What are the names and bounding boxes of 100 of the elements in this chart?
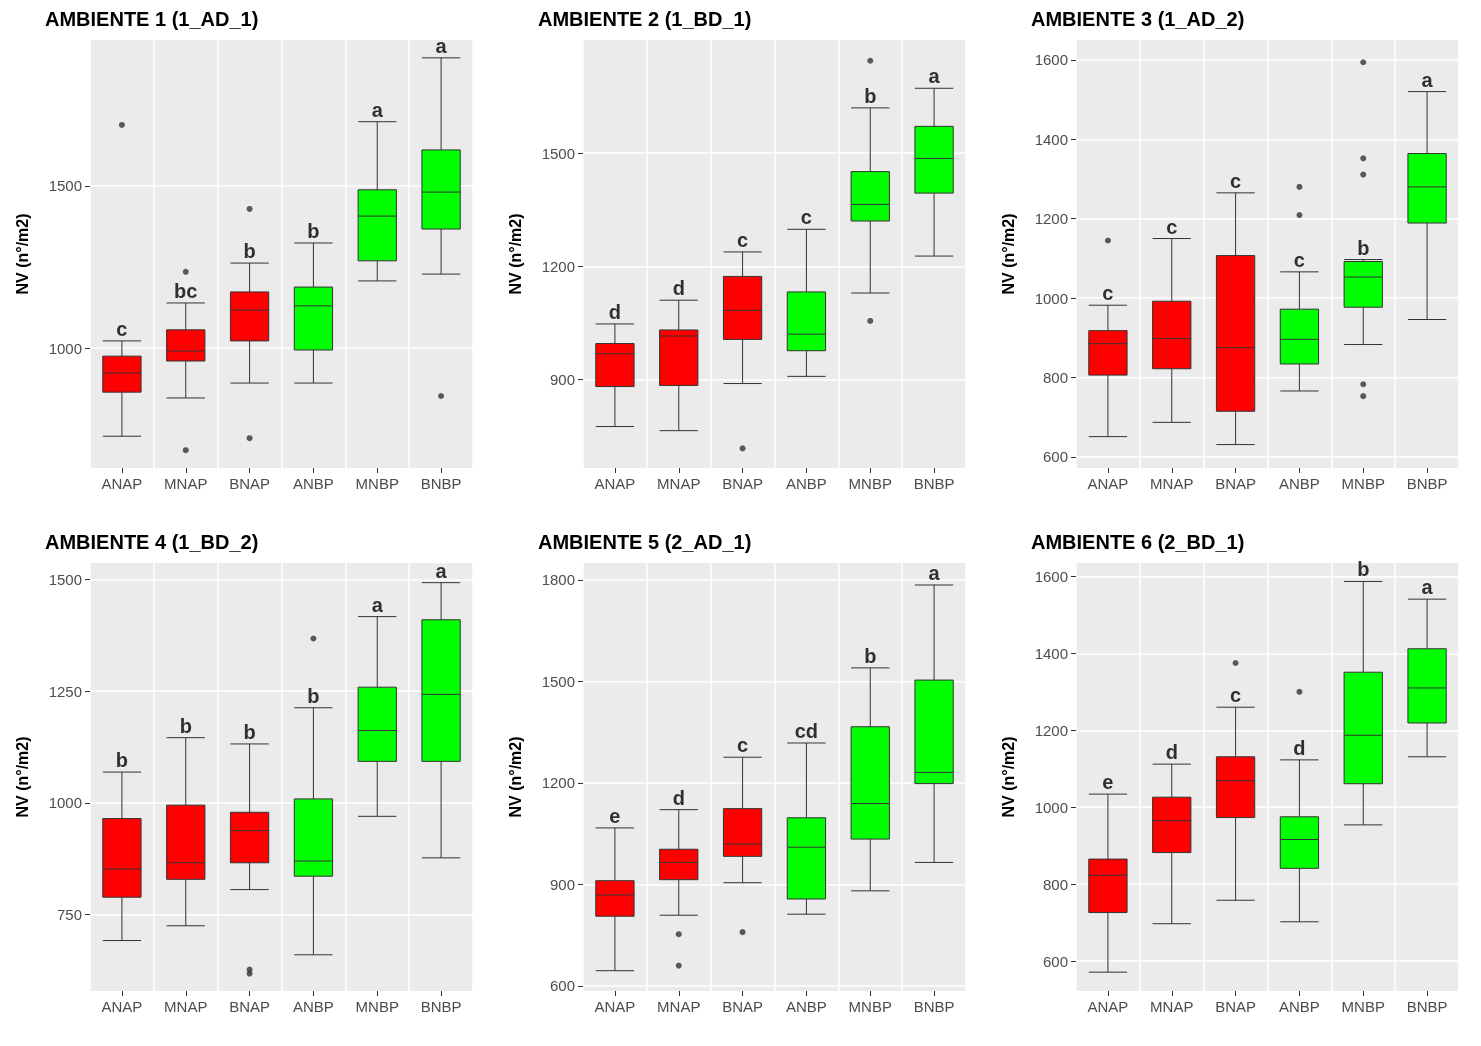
annotation: a [435, 559, 448, 582]
annotation: b [1357, 236, 1370, 259]
annotation: a [928, 65, 941, 88]
x-tick-label: MNAP [1150, 998, 1194, 1015]
y-tick-label: 1500 [48, 177, 82, 195]
y-tick-label: 1000 [1034, 798, 1068, 816]
annotation: a [371, 98, 384, 121]
annotation: c [737, 734, 749, 757]
annotation: c [1230, 684, 1242, 707]
annotation: a [1421, 576, 1434, 599]
x-tick-label: BNBP [1406, 998, 1448, 1015]
x-tick-label: ANBP [292, 475, 334, 492]
x-tick-label: BNBP [420, 998, 462, 1015]
x-tick-label: MNAP [164, 998, 208, 1015]
x-tick-label: MNAP [1150, 475, 1194, 492]
chart-title: AMBIENTE 6 (2_BD_1) [1031, 531, 1245, 553]
x-tick-label: BNBP [420, 475, 462, 492]
y-tick-label: 900 [549, 875, 575, 893]
annotation: d [672, 277, 685, 300]
x-tick-label: ANAP [1087, 475, 1129, 492]
annotation: b [864, 644, 877, 667]
y-tick-label: 1600 [1034, 567, 1068, 585]
x-tick-label: ANBP [1278, 998, 1320, 1015]
y-tick-label: 900 [549, 370, 575, 388]
annotation: b [179, 714, 192, 737]
chart-title: AMBIENTE 4 (1_BD_2) [45, 531, 259, 553]
y-tick-label: 1800 [541, 571, 575, 589]
x-tick-label: BNAP [229, 475, 271, 492]
annotation: c [1102, 282, 1114, 305]
y-tick-label: 800 [1042, 368, 1068, 386]
annotation: c [1166, 215, 1178, 238]
chart-title: AMBIENTE 2 (1_BD_1) [538, 8, 752, 30]
x-tick-label: MNAP [657, 475, 701, 492]
y-tick-label: 1500 [541, 144, 575, 162]
x-tick-label: MNBP [848, 998, 892, 1015]
annotation: b [864, 84, 877, 107]
annotation: d [672, 786, 685, 809]
y-axis-title: NV (n°/m2) [506, 736, 524, 818]
y-tick-label: 1000 [48, 794, 82, 812]
y-tick-label: 600 [1042, 952, 1068, 970]
y-tick-label: 1400 [1034, 644, 1068, 662]
x-tick-label: MNAP [657, 998, 701, 1015]
x-tick-label: ANBP [785, 475, 827, 492]
chart-title: AMBIENTE 5 (2_AD_1) [538, 531, 752, 553]
x-tick-label: ANAP [1087, 998, 1129, 1015]
x-tick-label: MNBP [848, 475, 892, 492]
y-tick-label: 750 [56, 906, 82, 924]
x-tick-label: ANBP [1278, 475, 1320, 492]
x-tick-label: BNAP [722, 998, 764, 1015]
x-tick-label: MNBP [1341, 475, 1385, 492]
annotation: b [1357, 558, 1370, 581]
x-tick-label: BNAP [229, 998, 271, 1015]
y-axis-title: NV (n°/m2) [13, 213, 31, 295]
y-tick-label: 600 [549, 977, 575, 995]
y-tick-label: 1600 [1034, 51, 1068, 69]
y-tick-label: 1000 [1034, 289, 1068, 307]
annotation: c [800, 206, 812, 229]
y-tick-label: 1500 [48, 571, 82, 589]
annotation: d [1293, 736, 1306, 759]
annotation: c [1230, 169, 1242, 192]
annotation: d [608, 300, 622, 323]
chart-title: AMBIENTE 1 (1_AD_1) [45, 8, 259, 30]
y-tick-label: 1200 [541, 257, 575, 275]
x-tick-label: MNBP [1341, 998, 1385, 1015]
y-tick-label: 1400 [1034, 130, 1068, 148]
annotation: b [307, 684, 320, 707]
x-tick-label: ANAP [101, 998, 143, 1015]
y-tick-label: 1500 [541, 672, 575, 690]
x-tick-label: BNBP [913, 998, 955, 1015]
y-tick-label: 800 [1042, 875, 1068, 893]
y-tick-label: 1000 [48, 339, 82, 357]
annotation: a [371, 593, 384, 616]
y-tick-label: 1250 [48, 682, 82, 700]
x-tick-label: ANAP [101, 475, 143, 492]
x-tick-label: ANBP [785, 998, 827, 1015]
x-tick-label: MNBP [355, 998, 399, 1015]
annotation: cd [794, 720, 819, 742]
annotation: a [435, 34, 448, 57]
annotation: c [116, 317, 128, 340]
y-tick-label: 600 [1042, 448, 1068, 466]
x-tick-label: MNAP [164, 475, 208, 492]
annotation: e [609, 804, 621, 827]
y-axis-title: NV (n°/m2) [999, 213, 1017, 295]
y-tick-label: 1200 [1034, 721, 1068, 739]
annotation: b [243, 240, 256, 263]
annotation: b [307, 219, 320, 242]
y-axis-title: NV (n°/m2) [999, 736, 1017, 818]
annotation: b [115, 749, 129, 772]
x-tick-label: BNBP [913, 475, 955, 492]
annotation: bc [174, 279, 198, 302]
x-tick-label: ANAP [594, 475, 636, 492]
annotation: e [1102, 771, 1114, 794]
y-axis-title: NV (n°/m2) [506, 213, 524, 295]
annotation: a [1421, 68, 1434, 91]
annotation: c [1293, 248, 1305, 271]
annotation: b [243, 720, 256, 743]
x-tick-label: ANBP [292, 998, 334, 1015]
annotation: c [737, 228, 749, 251]
x-tick-label: ANAP [594, 998, 636, 1015]
annotation: a [928, 561, 941, 584]
